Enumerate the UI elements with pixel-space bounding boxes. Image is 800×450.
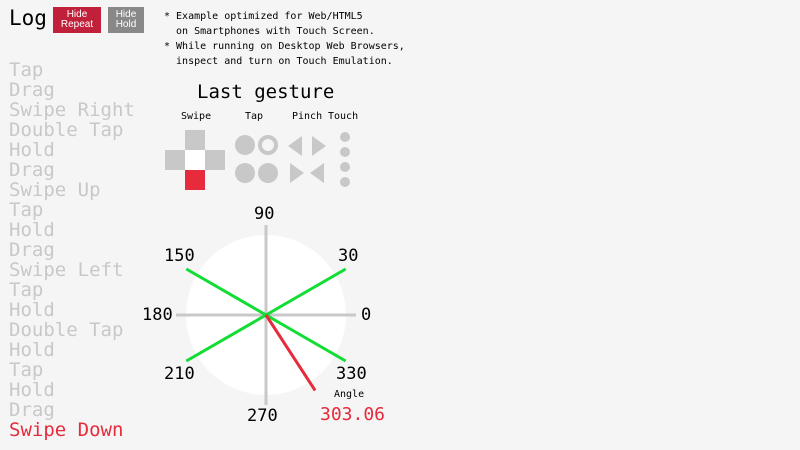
angle-value: 303.06 bbox=[320, 404, 386, 425]
touch-dot-icon bbox=[340, 132, 350, 142]
tap-icons bbox=[235, 135, 278, 183]
touch-header: Touch bbox=[328, 111, 359, 122]
note-line: * While running on Desktop Web Browsers, bbox=[164, 41, 405, 52]
hide-hold-button[interactable]: Hide Hold bbox=[108, 7, 144, 33]
double-tap-icon bbox=[258, 163, 278, 183]
note-line: inspect and turn on Touch Emulation. bbox=[164, 56, 393, 67]
log-item: Drag bbox=[9, 399, 55, 421]
swipe-header: Swipe bbox=[181, 111, 212, 122]
touch-dots bbox=[340, 132, 350, 187]
tap-header: Tap bbox=[245, 111, 264, 122]
sector-line bbox=[265, 267, 347, 317]
angle-needle bbox=[264, 314, 317, 392]
note-line: * Example optimized for Web/HTML5 bbox=[164, 11, 363, 22]
angle-dial bbox=[176, 225, 356, 405]
touch-dot-icon bbox=[340, 147, 350, 157]
hide-repeat-line2: Repeat bbox=[60, 19, 94, 30]
swipe-left-cell bbox=[165, 150, 185, 170]
touch-dot-icon bbox=[340, 177, 350, 187]
angle-label: Angle bbox=[334, 389, 365, 400]
double-tap-icon bbox=[235, 163, 255, 183]
log-item: Tap bbox=[9, 359, 44, 381]
log-item: Tap bbox=[9, 199, 44, 221]
log-item: Hold bbox=[9, 139, 55, 161]
log-item: Swipe Left bbox=[9, 259, 124, 281]
log-item: Swipe Down bbox=[9, 419, 124, 441]
swipe-up-cell bbox=[185, 130, 205, 150]
tick-150: 150 bbox=[164, 246, 195, 266]
single-tap-icon bbox=[235, 135, 255, 155]
log-item: Hold bbox=[9, 219, 55, 241]
hide-repeat-button[interactable]: Hide Repeat bbox=[53, 7, 101, 33]
tick-210: 210 bbox=[164, 364, 195, 384]
hide-hold-line2: Hold bbox=[115, 19, 137, 30]
tick-180: 180 bbox=[142, 305, 173, 325]
sector-line bbox=[185, 267, 267, 317]
pinch-in-right-icon bbox=[312, 136, 326, 156]
log-title: Log bbox=[9, 6, 47, 30]
sector-line bbox=[185, 313, 267, 363]
swipe-down-cell bbox=[185, 170, 205, 190]
touch-dot-icon bbox=[340, 162, 350, 172]
pinch-out-left-icon bbox=[290, 163, 304, 183]
hide-repeat-line1: Hide bbox=[66, 9, 88, 20]
log-item: Swipe Up bbox=[9, 179, 101, 201]
last-gesture-title: Last gesture bbox=[197, 81, 335, 103]
log-item: Hold bbox=[9, 379, 55, 401]
log-item: Hold bbox=[9, 299, 55, 321]
pinch-header: Pinch bbox=[292, 111, 323, 122]
log-item: Double Tap bbox=[9, 319, 124, 341]
swipe-right-cell bbox=[205, 150, 225, 170]
log-item: Drag bbox=[9, 239, 55, 261]
tick-0: 0 bbox=[361, 305, 372, 325]
log-item: Hold bbox=[9, 339, 55, 361]
tap-ring-icon bbox=[258, 135, 278, 155]
hide-hold-line1: Hide bbox=[115, 9, 137, 20]
note-line: on Smartphones with Touch Screen. bbox=[164, 26, 375, 37]
log-item: Drag bbox=[9, 159, 55, 181]
log-list: Tap Drag Swipe Right Double Tap Hold Drag Swip… bbox=[9, 60, 135, 440]
log-item: Tap bbox=[9, 59, 44, 81]
tick-270: 270 bbox=[247, 406, 278, 426]
tick-330: 330 bbox=[336, 364, 367, 384]
log-item: Swipe Right bbox=[9, 99, 135, 121]
swipe-center-cell bbox=[185, 150, 205, 170]
pinch-icons bbox=[288, 136, 326, 183]
log-item: Double Tap bbox=[9, 119, 124, 141]
tick-30: 30 bbox=[338, 246, 359, 266]
pinch-out-right-icon bbox=[310, 163, 324, 183]
pinch-in-left-icon bbox=[288, 136, 302, 156]
log-item: Tap bbox=[9, 279, 44, 301]
swipe-dpad bbox=[165, 130, 225, 190]
log-item: Drag bbox=[9, 79, 55, 101]
tick-90: 90 bbox=[254, 204, 275, 224]
sector-line bbox=[265, 313, 347, 363]
